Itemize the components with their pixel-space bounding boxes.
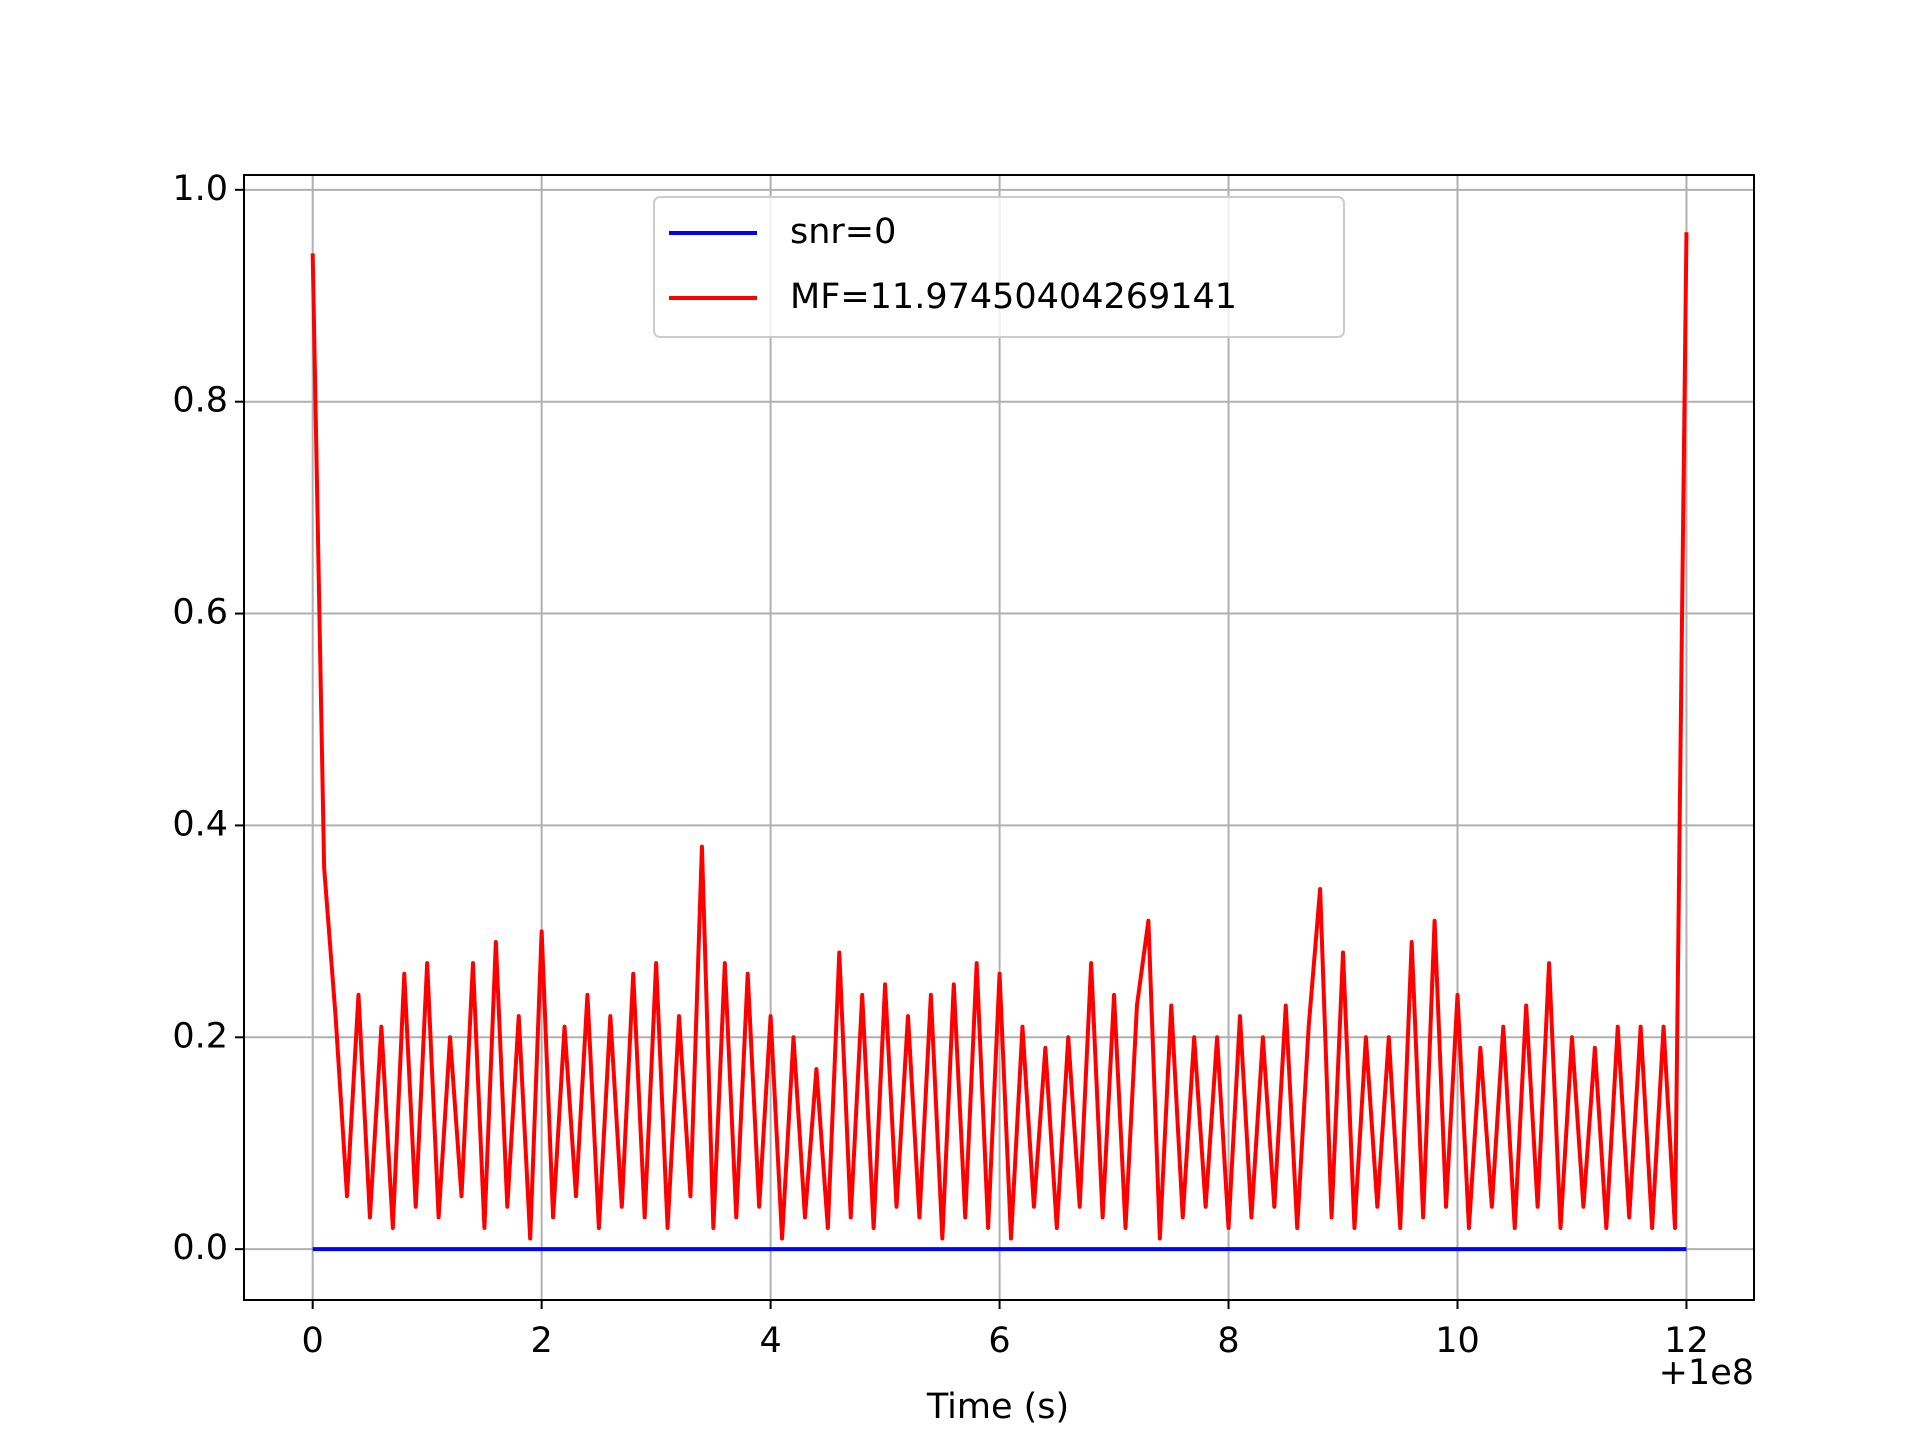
y-tick-label: 0.2 (172, 1016, 228, 1056)
x-tick-label: 8 (1217, 1321, 1239, 1361)
legend-label: snr=0 (790, 212, 896, 252)
x-tick-label: 0 (302, 1321, 324, 1361)
axes-frame (243, 174, 1755, 1301)
x-offset-label: +1e8 (1659, 1353, 1754, 1393)
y-tick-label: 0.0 (172, 1228, 228, 1268)
x-tick-label: 4 (759, 1321, 781, 1361)
y-tick-label: 0.4 (172, 804, 228, 844)
x-tick-label: 2 (531, 1321, 553, 1361)
x-tick-label: 10 (1435, 1321, 1480, 1361)
x-tick-label: 6 (988, 1321, 1010, 1361)
legend-box (653, 196, 1345, 338)
x-tick-label: 12 (1664, 1321, 1709, 1361)
x-axis-label: Time (s) (926, 1387, 1069, 1427)
series-line (310, 232, 1689, 1241)
y-tick-label: 0.8 (172, 381, 228, 421)
y-tick-label: 1.0 (172, 169, 228, 209)
legend-label: MF=11.97450404269141 (790, 277, 1237, 317)
y-tick-label: 0.6 (172, 593, 228, 633)
